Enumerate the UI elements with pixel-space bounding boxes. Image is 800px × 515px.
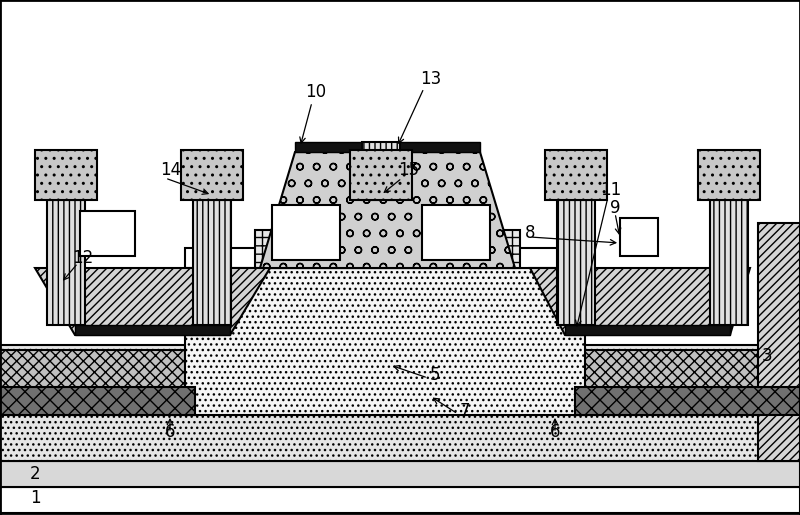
Polygon shape <box>35 268 270 335</box>
Bar <box>181 150 243 200</box>
Bar <box>0 461 800 487</box>
Bar <box>295 142 480 152</box>
Text: 14: 14 <box>160 161 181 179</box>
Bar <box>75 325 230 335</box>
Text: 1: 1 <box>30 489 41 507</box>
Text: 9: 9 <box>610 199 621 217</box>
Bar <box>545 150 607 200</box>
Bar <box>620 218 658 256</box>
Bar <box>0 345 800 461</box>
Bar <box>185 268 585 415</box>
Text: 7: 7 <box>460 402 470 420</box>
Bar <box>185 248 585 268</box>
Text: 15: 15 <box>398 161 419 179</box>
Text: 8: 8 <box>525 224 535 242</box>
Bar <box>698 150 760 200</box>
Text: 13: 13 <box>420 70 442 88</box>
Polygon shape <box>260 152 515 268</box>
Bar <box>575 350 800 415</box>
Bar <box>80 211 135 256</box>
Bar <box>0 350 195 415</box>
Bar <box>565 325 730 335</box>
Text: 11: 11 <box>600 181 622 199</box>
Bar <box>47 200 85 325</box>
Polygon shape <box>530 268 750 335</box>
Bar <box>193 200 231 325</box>
Bar <box>422 205 490 260</box>
Bar <box>0 387 195 415</box>
Bar <box>350 150 412 200</box>
Text: 12: 12 <box>72 249 94 267</box>
Bar <box>758 223 800 461</box>
Bar <box>272 205 340 260</box>
Text: 2: 2 <box>30 465 41 483</box>
Text: 6: 6 <box>165 423 175 441</box>
Bar <box>0 487 800 513</box>
Bar <box>35 150 97 200</box>
Text: 5: 5 <box>430 366 441 384</box>
Bar <box>255 230 520 268</box>
Bar <box>710 200 748 325</box>
Text: 10: 10 <box>305 83 326 101</box>
Text: 6: 6 <box>550 423 561 441</box>
Text: 3: 3 <box>762 347 773 365</box>
Bar <box>557 200 595 325</box>
Bar <box>575 387 800 415</box>
Bar <box>362 142 400 200</box>
